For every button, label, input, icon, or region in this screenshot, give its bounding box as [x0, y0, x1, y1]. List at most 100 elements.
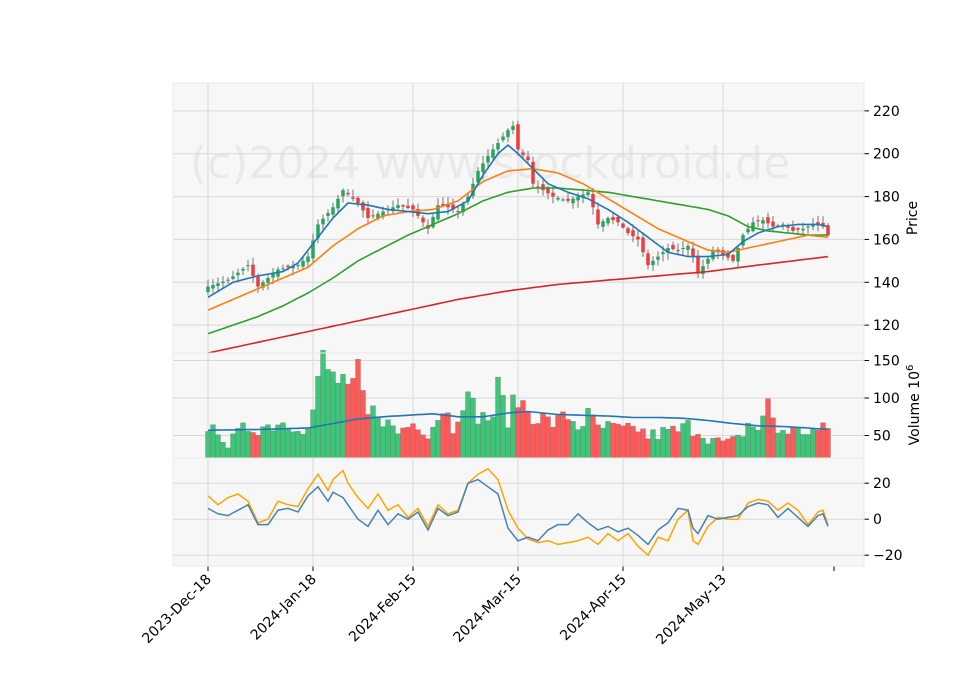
volume-bar [655, 439, 661, 459]
candle-body [446, 203, 450, 208]
candle-body [621, 223, 625, 228]
candle-body [371, 215, 375, 217]
candle-body [641, 237, 645, 253]
candle-body [481, 163, 485, 173]
volume-bar [425, 438, 431, 459]
candle-body [271, 273, 275, 278]
volume-bar [565, 419, 571, 459]
volume-bar [520, 400, 526, 459]
candle-body [646, 253, 650, 266]
volume-bar [795, 427, 801, 459]
volume-bar [640, 428, 646, 459]
candle-body [671, 244, 675, 250]
candle-body [256, 276, 260, 287]
volume-bar [665, 428, 671, 459]
candle-body [511, 125, 515, 131]
volume-bar [485, 420, 491, 459]
candle-body [286, 265, 290, 268]
x-tick-label: 2024-May-13 [653, 572, 730, 649]
candle-body [631, 230, 635, 237]
candle-body [681, 248, 685, 249]
candle-body [516, 124, 520, 150]
volume-bar [535, 423, 541, 459]
volume-bar [395, 433, 401, 459]
candle-body [661, 252, 665, 255]
volume-bar [590, 414, 596, 459]
candle-body [211, 284, 215, 289]
candle-body [561, 199, 565, 201]
candle-body [421, 217, 425, 223]
volume-bar [600, 427, 606, 459]
volume-bar [550, 426, 556, 459]
candle-body [536, 186, 540, 188]
candle-body [361, 202, 365, 211]
volume-bar [580, 426, 586, 459]
volume-bar [405, 427, 411, 459]
volume-bar [360, 390, 366, 459]
sma-200-line [207, 255, 829, 354]
sma-20-line [207, 167, 829, 311]
candle-body [651, 260, 655, 266]
candle-body [316, 224, 320, 239]
price-y-tick-label: 220 [873, 104, 900, 120]
candle-body [261, 282, 265, 288]
candle-body [656, 256, 660, 260]
x-tick-label: 2024-Feb-15 [346, 572, 420, 646]
candle-body [501, 136, 505, 141]
volume-bar [740, 436, 746, 459]
candle-body [826, 225, 830, 236]
volume-bar [645, 438, 651, 459]
volume-bar [685, 420, 691, 459]
volume-bar [620, 425, 626, 459]
candle-body [556, 198, 560, 200]
volume-bar [375, 417, 381, 459]
candle-body [281, 268, 285, 270]
candle-body [486, 155, 490, 163]
volume-bar [400, 427, 406, 459]
volume-bar [300, 433, 306, 459]
candle-body [381, 211, 385, 217]
candle-body [771, 221, 775, 227]
x-tick-label: 2024-Mar-15 [451, 572, 525, 646]
sma-50-line [207, 187, 828, 335]
candle-body [616, 216, 620, 223]
candle-body [241, 268, 245, 271]
candle-body [301, 260, 305, 267]
volume-bar [320, 350, 326, 459]
candle-body [206, 286, 210, 292]
volume-bar [800, 434, 806, 459]
x-tick-label: 2024-Jan-18 [248, 572, 320, 644]
candle-body [606, 218, 610, 224]
candle-body [571, 198, 575, 204]
volume-bar [820, 422, 826, 459]
candle-body [441, 203, 445, 207]
candle-body [751, 222, 755, 232]
candle-body [346, 192, 350, 195]
volume-bar [595, 424, 601, 459]
candle-body [321, 218, 325, 225]
candle-body [336, 198, 340, 209]
volume-bar [230, 433, 236, 459]
candle-body [811, 224, 815, 227]
price-axis-label: Price [905, 201, 921, 235]
volume-bar [510, 394, 516, 459]
volume-bar [295, 431, 301, 459]
candle-body [266, 278, 270, 283]
volume-bar [385, 419, 391, 459]
oscillator-y-tick-label: 20 [873, 476, 891, 492]
volume-bar [355, 359, 361, 459]
volume-bar [495, 376, 501, 459]
candle-body [291, 266, 295, 269]
volume-bar [730, 436, 736, 459]
candle-body [581, 194, 585, 198]
volume-bar [700, 437, 706, 459]
volume-bar [670, 425, 676, 459]
candle-body [376, 213, 380, 220]
volume-bar [815, 429, 821, 459]
candle-body [576, 196, 580, 201]
volume-bar [340, 374, 346, 459]
volume-bar [605, 421, 611, 459]
volume-bar [255, 435, 261, 459]
volume-y-tick-label: 100 [873, 391, 900, 407]
